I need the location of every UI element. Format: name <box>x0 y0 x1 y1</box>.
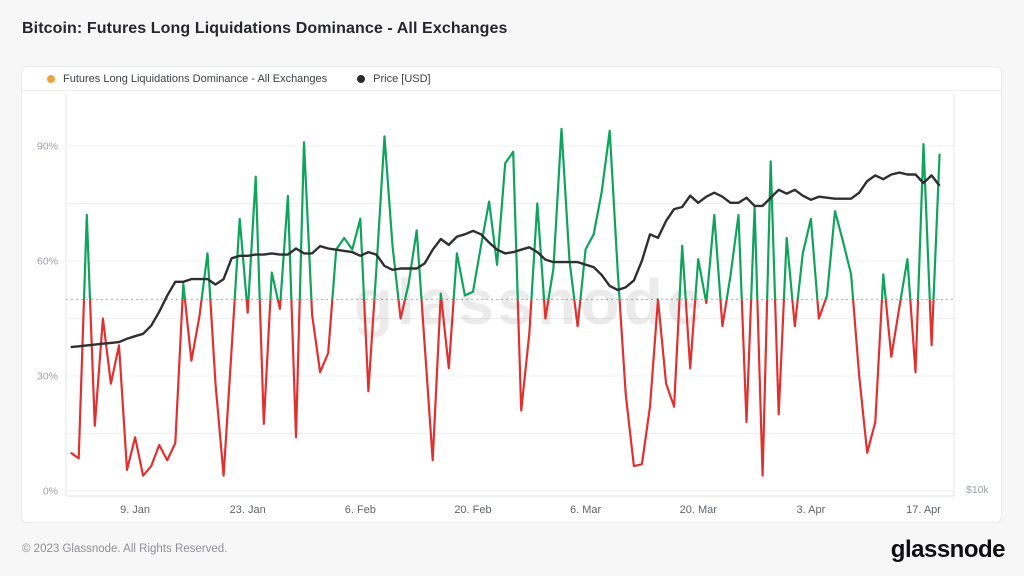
svg-text:17. Apr: 17. Apr <box>906 504 941 516</box>
svg-text:9. Jan: 9. Jan <box>120 504 150 516</box>
legend-item-label: Futures Long Liquidations Dominance - Al… <box>63 72 328 85</box>
svg-text:30%: 30% <box>37 371 58 383</box>
svg-text:6. Feb: 6. Feb <box>345 504 376 516</box>
svg-text:0%: 0% <box>43 486 58 498</box>
svg-text:90%: 90% <box>37 141 58 153</box>
svg-text:6. Mar: 6. Mar <box>570 504 602 516</box>
price-legend-dot-icon <box>357 74 366 83</box>
glassnode-logo[interactable]: glassnode <box>890 536 1006 563</box>
legend-item-dominance[interactable]: Futures Long Liquidations Dominance - Al… <box>47 73 327 85</box>
footer-copyright: © 2023 Glassnode. All Rights Reserved. <box>22 543 228 555</box>
chart-legend: Futures Long Liquidations Dominance - Al… <box>22 67 1001 91</box>
chart-panel: Futures Long Liquidations Dominance - Al… <box>21 66 1002 523</box>
dominance-price-chart[interactable]: glassnode 0% 30% 60% 90% 9. Jan 23. Jan 6. Feb 2… <box>22 90 1001 523</box>
svg-text:20. Feb: 20. Feb <box>454 504 491 516</box>
svg-text:60%: 60% <box>37 256 58 268</box>
legend-item-price[interactable]: Price [USD] <box>357 72 431 85</box>
svg-text:20. Mar: 20. Mar <box>680 504 718 516</box>
svg-text:glassnode: glassnode <box>354 266 707 338</box>
chart-plot-area[interactable]: glassnode 0% 30% 60% 90% 9. Jan 23. Jan 6. Feb 2… <box>22 90 1001 522</box>
dominance-legend-dot-icon <box>47 74 55 83</box>
svg-text:$10k: $10k <box>966 484 990 496</box>
svg-text:3. Apr: 3. Apr <box>797 504 826 516</box>
svg-text:23. Jan: 23. Jan <box>230 504 266 516</box>
legend-item-label: Price [USD] <box>373 72 431 85</box>
page-title: Bitcoin: Futures Long Liquidations Domin… <box>22 20 508 37</box>
